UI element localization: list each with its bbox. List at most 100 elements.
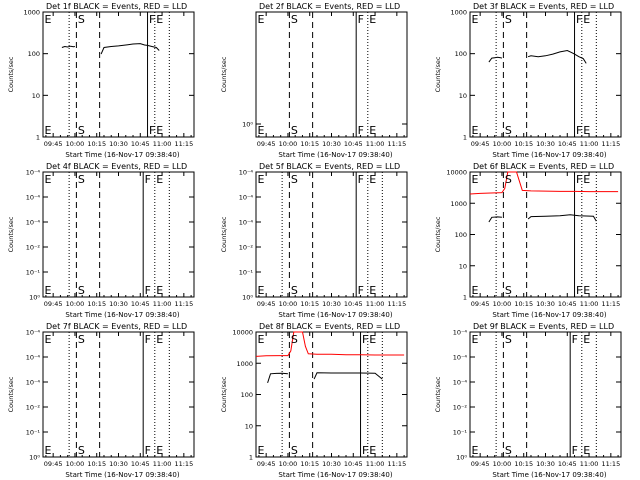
marker-s: S bbox=[78, 444, 85, 457]
marker-s: S bbox=[78, 284, 85, 297]
x-axis-label: Start Time (16-Nov-17 09:38:40) bbox=[65, 471, 179, 479]
marker-e: E bbox=[583, 124, 590, 137]
x-tick-label: 10:15 bbox=[300, 140, 319, 148]
y-axis-label: Counts/sec bbox=[7, 56, 15, 92]
y-tick-label: 1 bbox=[36, 134, 40, 142]
x-tick-label: 10:30 bbox=[322, 300, 341, 308]
marker-top-f: F bbox=[576, 173, 582, 186]
events-series-line bbox=[267, 372, 288, 384]
x-tick-label: 11:15 bbox=[601, 140, 620, 148]
x-tick-label: 11:15 bbox=[387, 460, 406, 468]
x-tick-label: 10:00 bbox=[66, 460, 85, 468]
x-tick-label: 09:45 bbox=[44, 460, 63, 468]
y-axis-label: Counts/sec bbox=[220, 216, 228, 252]
x-tick-label: 11:00 bbox=[580, 140, 599, 148]
x-tick-label: 11:15 bbox=[387, 300, 406, 308]
marker-e: E bbox=[44, 124, 51, 137]
marker-top-e: E bbox=[156, 13, 163, 26]
y-tick-label: 10⁻⁴ bbox=[26, 219, 41, 227]
y-tick-label: 10000 bbox=[446, 169, 467, 177]
x-tick-label: 10:45 bbox=[344, 460, 363, 468]
x-tick-label: 10:15 bbox=[87, 300, 106, 308]
x-tick-label: 11:00 bbox=[580, 460, 599, 468]
events-series-line bbox=[100, 43, 160, 55]
y-tick-label: 10⁻⁴ bbox=[26, 194, 41, 202]
x-tick-label: 11:15 bbox=[174, 140, 193, 148]
x-tick-label: 11:00 bbox=[153, 300, 172, 308]
y-tick-label: 10⁻² bbox=[239, 244, 254, 252]
x-tick-label: 10:30 bbox=[536, 460, 555, 468]
marker-top-e: E bbox=[471, 333, 478, 346]
marker-e: E bbox=[156, 284, 163, 297]
marker-s: S bbox=[291, 124, 298, 137]
marker-e: E bbox=[471, 444, 478, 457]
x-tick-label: 10:45 bbox=[131, 140, 150, 148]
marker-f: F bbox=[149, 124, 155, 137]
marker-top-e: E bbox=[156, 333, 163, 346]
y-axis-label: Counts/sec bbox=[434, 216, 442, 252]
y-tick-label: 10⁻⁴ bbox=[26, 354, 41, 362]
y-tick-label: 1000 bbox=[450, 9, 467, 17]
marker-top-e: E bbox=[257, 13, 264, 26]
x-tick-label: 09:45 bbox=[257, 300, 276, 308]
panel-5: Det 5f BLACK = Events, RED = LLD Counts/s… bbox=[220, 162, 408, 319]
marker-top-e: E bbox=[44, 333, 51, 346]
x-tick-label: 10:15 bbox=[300, 460, 319, 468]
marker-e: E bbox=[156, 124, 163, 137]
marker-top-s: S bbox=[78, 333, 85, 346]
y-tick-label: 10⁻⁴ bbox=[453, 354, 468, 362]
marker-e: E bbox=[257, 444, 264, 457]
marker-s: S bbox=[78, 124, 85, 137]
marker-top-s: S bbox=[505, 333, 512, 346]
marker-e: E bbox=[257, 284, 264, 297]
x-tick-label: 10:15 bbox=[300, 300, 319, 308]
y-tick-label: 1000 bbox=[236, 360, 253, 368]
marker-top-e: E bbox=[369, 333, 376, 346]
marker-s: S bbox=[291, 284, 298, 297]
y-tick-label: 1000 bbox=[450, 200, 467, 208]
x-axis-label: Start Time (16-Nov-17 09:38:40) bbox=[492, 471, 606, 479]
marker-top-e: E bbox=[369, 173, 376, 186]
events-series-line bbox=[527, 49, 587, 64]
plot-frame bbox=[255, 11, 408, 138]
x-tick-label: 10:30 bbox=[109, 300, 128, 308]
x-tick-label: 10:15 bbox=[87, 140, 106, 148]
panel-title: Det 2f BLACK = Events, RED = LLD bbox=[259, 2, 400, 11]
x-axis-label: Start Time (16-Nov-17 09:38:40) bbox=[492, 151, 606, 159]
y-tick-label: 10000 bbox=[232, 329, 253, 337]
y-axis-label: Counts/sec bbox=[220, 56, 228, 92]
panel-title: Det 4f BLACK = Events, RED = LLD bbox=[46, 162, 187, 171]
x-axis-label: Start Time (16-Nov-17 09:38:40) bbox=[492, 311, 606, 319]
events-series-line bbox=[488, 56, 503, 63]
x-tick-label: 10:45 bbox=[131, 300, 150, 308]
marker-e: E bbox=[369, 124, 376, 137]
y-tick-label: 10⁻² bbox=[453, 404, 468, 412]
plot-frame bbox=[255, 171, 408, 298]
marker-top-s: S bbox=[291, 13, 298, 26]
marker-top-s: S bbox=[505, 173, 512, 186]
marker-s: S bbox=[505, 124, 512, 137]
x-tick-label: 11:15 bbox=[174, 300, 193, 308]
events-series-line bbox=[313, 372, 383, 380]
x-tick-label: 10:45 bbox=[344, 300, 363, 308]
panel-8: Det 8f BLACK = Events, RED = LLD Counts/s… bbox=[220, 322, 408, 479]
marker-e: E bbox=[583, 284, 590, 297]
marker-f: F bbox=[358, 124, 364, 137]
y-tick-label: 10⁻⁴ bbox=[239, 194, 254, 202]
y-tick-label: 10⁻¹ bbox=[453, 429, 468, 437]
y-tick-label: 10⁻⁴ bbox=[239, 169, 254, 177]
marker-f: F bbox=[145, 444, 151, 457]
y-tick-label: 10⁰ bbox=[456, 454, 467, 462]
x-tick-label: 09:45 bbox=[44, 300, 63, 308]
marker-s: S bbox=[505, 284, 512, 297]
x-tick-label: 11:00 bbox=[366, 140, 385, 148]
marker-e: E bbox=[156, 444, 163, 457]
y-tick-label: 100 bbox=[455, 50, 467, 58]
x-tick-label: 10:45 bbox=[131, 460, 150, 468]
marker-top-s: S bbox=[505, 13, 512, 26]
x-tick-label: 11:00 bbox=[580, 300, 599, 308]
events-series-line bbox=[488, 216, 502, 223]
panel-title: Det 7f BLACK = Events, RED = LLD bbox=[46, 322, 187, 331]
